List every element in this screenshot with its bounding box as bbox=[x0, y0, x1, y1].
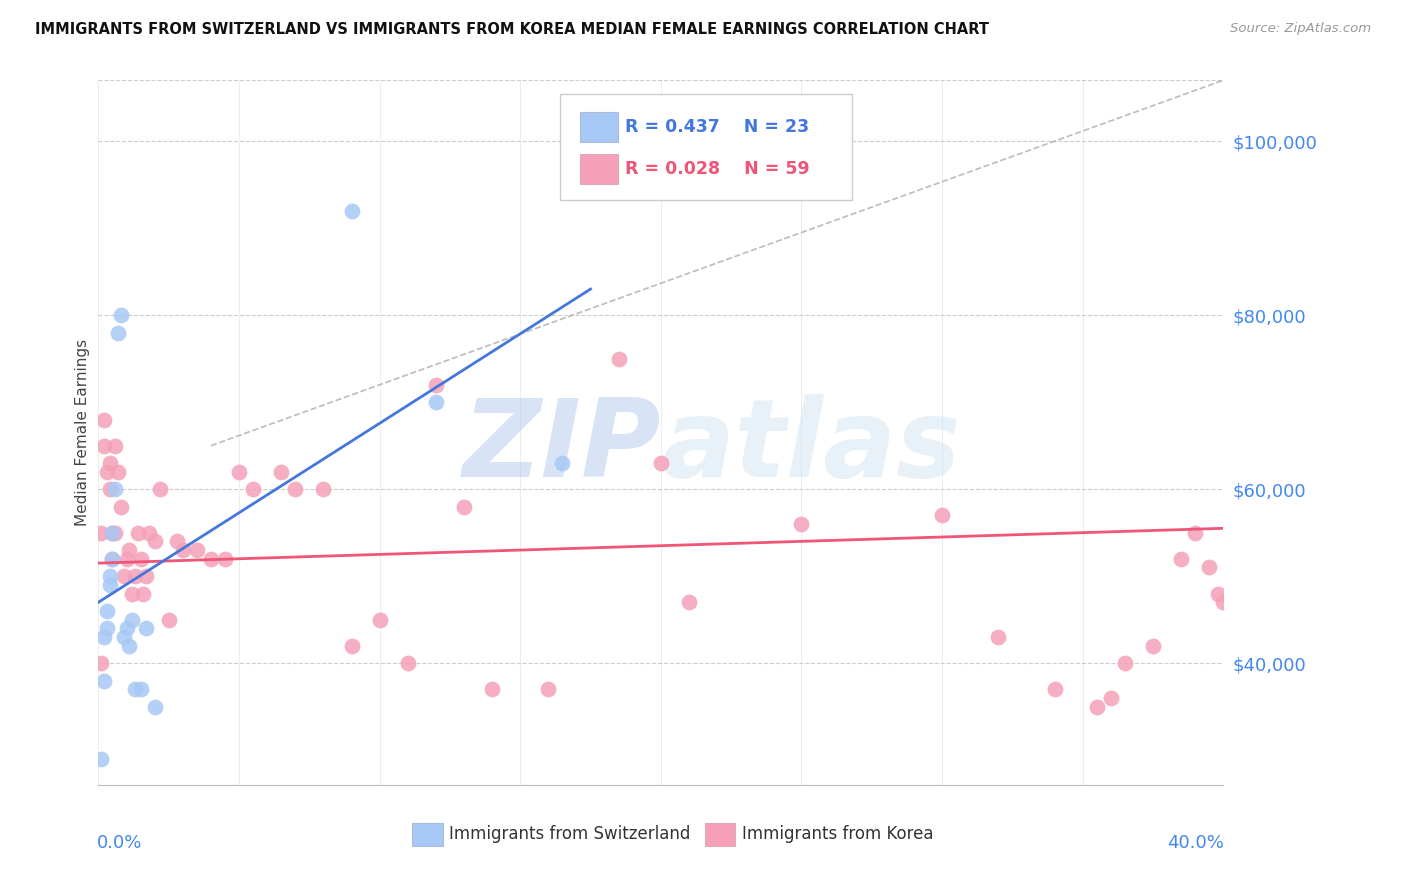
Point bbox=[112, 569, 135, 583]
Point bbox=[138, 525, 160, 540]
Point bbox=[396, 656, 419, 670]
Text: Immigrants from Korea: Immigrants from Korea bbox=[742, 825, 934, 843]
FancyBboxPatch shape bbox=[560, 95, 852, 200]
FancyBboxPatch shape bbox=[579, 112, 619, 142]
Point bbox=[1099, 690, 1122, 705]
Point bbox=[931, 508, 953, 523]
Point bbox=[101, 525, 124, 540]
Point bbox=[1184, 525, 1206, 540]
Point bbox=[101, 551, 124, 566]
Point bbox=[551, 456, 574, 470]
Point bbox=[1212, 595, 1234, 609]
Point bbox=[93, 439, 115, 453]
Point bbox=[96, 604, 118, 618]
Point bbox=[107, 465, 129, 479]
Point bbox=[1043, 682, 1066, 697]
Point bbox=[537, 682, 560, 697]
Text: atlas: atlas bbox=[661, 393, 960, 500]
Point bbox=[135, 569, 157, 583]
Point bbox=[200, 551, 222, 566]
Point bbox=[340, 203, 363, 218]
Point bbox=[98, 578, 121, 592]
FancyBboxPatch shape bbox=[579, 154, 619, 184]
Point bbox=[104, 439, 127, 453]
Point bbox=[425, 395, 447, 409]
Point bbox=[101, 525, 124, 540]
Text: 0.0%: 0.0% bbox=[97, 834, 142, 852]
Point bbox=[143, 699, 166, 714]
Point bbox=[112, 630, 135, 644]
Point bbox=[90, 525, 112, 540]
Point bbox=[115, 621, 138, 635]
Point bbox=[98, 569, 121, 583]
Point bbox=[1206, 586, 1229, 600]
Point bbox=[650, 456, 672, 470]
Point bbox=[340, 639, 363, 653]
FancyBboxPatch shape bbox=[412, 823, 443, 846]
Point bbox=[312, 482, 335, 496]
Point bbox=[118, 543, 141, 558]
Point bbox=[98, 456, 121, 470]
Point bbox=[1142, 639, 1164, 653]
Point bbox=[607, 351, 630, 366]
Point bbox=[101, 551, 124, 566]
Point bbox=[1085, 699, 1108, 714]
Point bbox=[149, 482, 172, 496]
Point bbox=[425, 377, 447, 392]
Point bbox=[129, 551, 152, 566]
Point bbox=[1198, 560, 1220, 574]
Point bbox=[132, 586, 155, 600]
Point bbox=[107, 326, 129, 340]
Point bbox=[157, 613, 180, 627]
Point bbox=[96, 621, 118, 635]
Point bbox=[90, 656, 112, 670]
Text: Source: ZipAtlas.com: Source: ZipAtlas.com bbox=[1230, 22, 1371, 36]
Point bbox=[790, 516, 813, 531]
Point bbox=[1170, 551, 1192, 566]
Point bbox=[242, 482, 264, 496]
Point bbox=[115, 551, 138, 566]
Point bbox=[284, 482, 307, 496]
Point bbox=[987, 630, 1010, 644]
Point bbox=[186, 543, 208, 558]
Text: Immigrants from Switzerland: Immigrants from Switzerland bbox=[450, 825, 690, 843]
Point bbox=[135, 621, 157, 635]
Point bbox=[121, 586, 143, 600]
Point bbox=[129, 682, 152, 697]
FancyBboxPatch shape bbox=[704, 823, 735, 846]
Point bbox=[214, 551, 236, 566]
Point bbox=[166, 534, 188, 549]
Point bbox=[368, 613, 391, 627]
Point bbox=[110, 500, 132, 514]
Point bbox=[93, 412, 115, 426]
Point bbox=[121, 613, 143, 627]
Point bbox=[90, 752, 112, 766]
Point bbox=[118, 639, 141, 653]
Point bbox=[110, 308, 132, 322]
Text: IMMIGRANTS FROM SWITZERLAND VS IMMIGRANTS FROM KOREA MEDIAN FEMALE EARNINGS CORR: IMMIGRANTS FROM SWITZERLAND VS IMMIGRANT… bbox=[35, 22, 990, 37]
Point bbox=[143, 534, 166, 549]
Text: R = 0.028    N = 59: R = 0.028 N = 59 bbox=[624, 160, 810, 178]
Point bbox=[678, 595, 700, 609]
Point bbox=[127, 525, 149, 540]
Point bbox=[172, 543, 194, 558]
Point bbox=[104, 482, 127, 496]
Point bbox=[481, 682, 503, 697]
Point bbox=[124, 682, 146, 697]
Y-axis label: Median Female Earnings: Median Female Earnings bbox=[75, 339, 90, 526]
Text: ZIP: ZIP bbox=[463, 393, 661, 500]
Point bbox=[98, 482, 121, 496]
Point bbox=[453, 500, 475, 514]
Point bbox=[124, 569, 146, 583]
Point bbox=[93, 673, 115, 688]
Point bbox=[96, 465, 118, 479]
Text: 40.0%: 40.0% bbox=[1167, 834, 1225, 852]
Text: R = 0.437    N = 23: R = 0.437 N = 23 bbox=[624, 118, 808, 136]
Point bbox=[93, 630, 115, 644]
Point bbox=[228, 465, 250, 479]
Point bbox=[104, 525, 127, 540]
Point bbox=[270, 465, 292, 479]
Point bbox=[1114, 656, 1136, 670]
